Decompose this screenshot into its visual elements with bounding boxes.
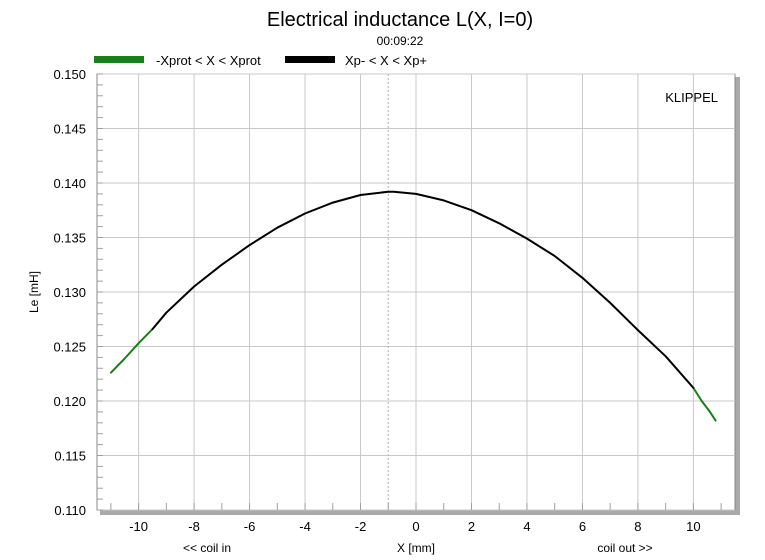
x-tick-label: 4 [523, 519, 530, 534]
x-tick-label: 2 [468, 519, 475, 534]
y-tick-label: 0.120 [53, 394, 86, 409]
x-tick-label: 0 [412, 519, 419, 534]
y-tick-label: 0.115 [54, 449, 86, 464]
legend-label-green: -Xprot < X < Xprot [156, 53, 261, 68]
x-axis-label: X [mm] [397, 541, 435, 555]
brand-label: KLIPPEL [665, 90, 718, 105]
x-tick-label: -6 [244, 519, 256, 534]
y-tick-label: 0.125 [53, 340, 86, 355]
x-tick-label: -2 [355, 519, 367, 534]
axis-ticks: -10 -8 -6 -4 -2 0 2 4 6 8 10 0.110 0.115 0.120 0.125 0.… [53, 67, 722, 534]
series-0-line-1 [692, 386, 717, 422]
chart-title: Electrical inductance L(X, I=0) [267, 9, 533, 31]
legend-swatch-black [285, 56, 335, 63]
y-tick-label: 0.145 [53, 122, 86, 137]
chart-subtitle: 00:09:22 [377, 34, 424, 48]
grid [97, 73, 735, 511]
series-0-line-0 [109, 328, 154, 374]
y-axis-label: Le [mH] [27, 271, 41, 313]
x-tick-label: -10 [129, 519, 148, 534]
x-tick-label: 6 [579, 519, 586, 534]
series-lines [109, 190, 717, 422]
x-tick-label: 8 [634, 519, 641, 534]
x-tick-label: 10 [686, 519, 700, 534]
series-1-line-0 [151, 190, 695, 389]
y-tick-label: 0.130 [53, 285, 86, 300]
x-tick-label: -8 [188, 519, 200, 534]
x-tick-label: -4 [299, 519, 311, 534]
legend-label-black: Xp- < X < Xp+ [345, 53, 427, 68]
legend: -Xprot < X < Xprot Xp- < X < Xp+ [94, 53, 427, 68]
legend-swatch-green [94, 56, 144, 63]
x-label-left: << coil in [183, 541, 231, 555]
y-tick-label: 0.110 [54, 503, 86, 518]
y-tick-label: 0.150 [53, 67, 86, 82]
y-tick-label: 0.140 [53, 176, 86, 191]
x-label-right: coil out >> [597, 541, 652, 555]
y-tick-label: 0.135 [53, 231, 86, 246]
